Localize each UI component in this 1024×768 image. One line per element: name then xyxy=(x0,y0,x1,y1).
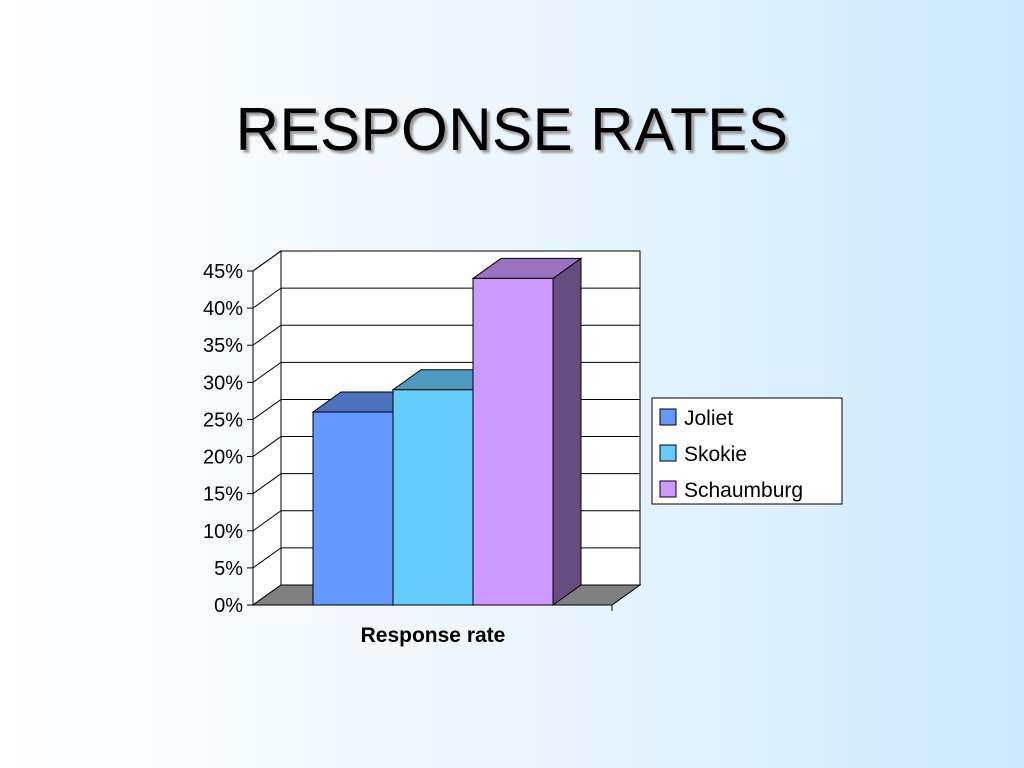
legend-label-joliet: Joliet xyxy=(684,407,733,430)
legend-label-schaumburg: Schaumburg xyxy=(684,479,803,502)
y-tick-label: 15% xyxy=(203,484,243,506)
gridline xyxy=(252,250,640,272)
bar-joliet xyxy=(312,411,394,606)
legend-swatch-skokie xyxy=(659,444,677,462)
y-tick-label: 20% xyxy=(203,447,243,469)
x-category-label: Response rate xyxy=(361,624,506,647)
legend-box xyxy=(651,397,843,505)
legend-swatch-joliet xyxy=(659,408,677,426)
y-tick-label: 45% xyxy=(203,261,243,283)
y-tick-label: 10% xyxy=(203,521,243,543)
y-tick-label: 25% xyxy=(203,409,243,431)
bar-side-schaumburg xyxy=(552,257,582,606)
slide-title: RESPONSE RATES xyxy=(235,96,789,163)
y-tick-label: 35% xyxy=(203,335,243,357)
y-tick-label: 40% xyxy=(203,298,243,320)
bar-skokie xyxy=(392,389,474,606)
legend-swatch-schaumburg xyxy=(659,480,677,498)
y-tick-label: 5% xyxy=(214,558,243,580)
y-tick-label: 30% xyxy=(203,372,243,394)
chart-side-wall xyxy=(252,250,282,606)
bar-schaumburg xyxy=(472,277,554,606)
legend-label-skokie: Skokie xyxy=(684,443,747,466)
y-tick-label: 0% xyxy=(214,595,243,617)
